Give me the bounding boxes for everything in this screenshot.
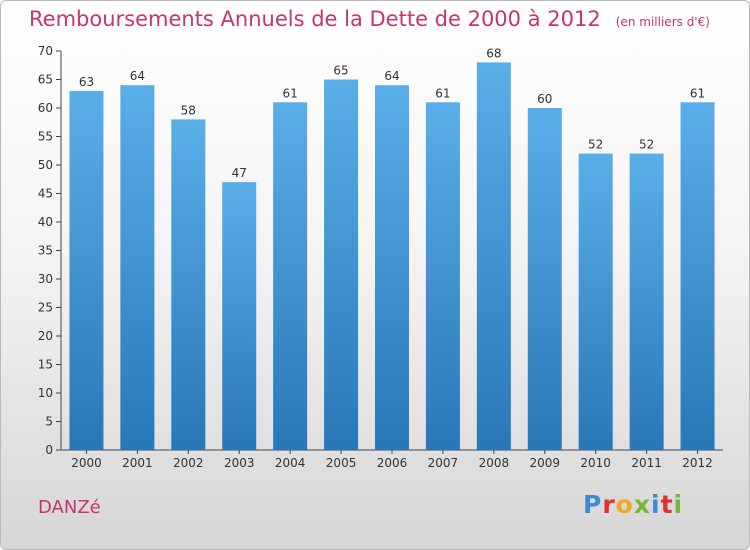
y-tick-label: 0 bbox=[45, 443, 53, 457]
y-tick-label: 70 bbox=[38, 44, 53, 58]
y-tick-label: 10 bbox=[38, 386, 53, 400]
bar-value-label: 58 bbox=[181, 103, 196, 117]
bar bbox=[578, 153, 613, 450]
bar bbox=[476, 62, 511, 451]
logo-letter: t bbox=[660, 490, 674, 519]
bar bbox=[324, 79, 359, 450]
bars bbox=[69, 62, 715, 451]
logo-letter: P bbox=[583, 490, 603, 519]
bar-value-label: 61 bbox=[435, 86, 450, 100]
y-tick-label: 20 bbox=[38, 329, 53, 343]
x-tick-label: 2004 bbox=[275, 456, 306, 470]
x-tick-label: 2003 bbox=[224, 456, 255, 470]
logo-letter: i bbox=[673, 490, 684, 519]
bar-value-label: 60 bbox=[537, 92, 552, 106]
axes: 0 5 10 15 20 25 30 35 40 45 50 55 60 65 70 2000 2001 2002… bbox=[38, 44, 723, 470]
unit-note: (en milliers d'€) bbox=[615, 15, 710, 29]
bar bbox=[527, 108, 562, 450]
logo-letter: i bbox=[651, 490, 661, 519]
bar-value-label: 63 bbox=[79, 75, 94, 89]
bar bbox=[69, 90, 104, 451]
proxiti-logo: Proxiti bbox=[583, 490, 683, 519]
y-tick-label: 30 bbox=[38, 272, 53, 286]
y-tick-label: 65 bbox=[38, 73, 53, 87]
x-tick-label: 2012 bbox=[682, 456, 713, 470]
bar bbox=[120, 85, 155, 450]
bar-value-label: 61 bbox=[690, 86, 705, 100]
logo-letter: o bbox=[615, 490, 634, 519]
x-tick-label: 2005 bbox=[326, 456, 357, 470]
bar-value-label: 52 bbox=[639, 138, 654, 152]
bar-value-label: 47 bbox=[232, 166, 247, 180]
x-tick-label: 2006 bbox=[377, 456, 408, 470]
x-tick-label: 2000 bbox=[71, 456, 102, 470]
bar bbox=[425, 102, 460, 451]
x-tick-label: 2010 bbox=[580, 456, 611, 470]
value-labels: 63 64 58 47 61 65 64 61 68 60 52 52 61 bbox=[79, 46, 705, 180]
x-tick-label: 2007 bbox=[428, 456, 459, 470]
bar bbox=[680, 102, 715, 451]
bar bbox=[629, 153, 664, 450]
y-tick-label: 50 bbox=[38, 158, 53, 172]
bar-value-label: 61 bbox=[283, 86, 298, 100]
x-tick-label: 2001 bbox=[122, 456, 153, 470]
bar-value-label: 65 bbox=[333, 64, 348, 78]
y-tick-label: 5 bbox=[45, 415, 53, 429]
bar-value-label: 64 bbox=[384, 69, 399, 83]
logo-letter: r bbox=[602, 490, 616, 519]
x-tick-label: 2009 bbox=[529, 456, 560, 470]
bar bbox=[273, 102, 308, 451]
x-tick-label: 2011 bbox=[631, 456, 662, 470]
bar bbox=[375, 85, 409, 450]
x-tick-label: 2002 bbox=[173, 456, 204, 470]
bar bbox=[222, 182, 257, 450]
bar-value-label: 52 bbox=[588, 138, 603, 152]
y-tick-label: 35 bbox=[38, 244, 53, 258]
y-tick-label: 40 bbox=[38, 215, 53, 229]
x-tick-label: 2008 bbox=[479, 456, 510, 470]
logo-letter: x bbox=[633, 490, 651, 519]
y-tick-label: 15 bbox=[38, 358, 53, 372]
bar-value-label: 68 bbox=[486, 46, 501, 60]
y-tick-label: 25 bbox=[38, 301, 53, 315]
bar bbox=[171, 119, 206, 451]
chart-title: Remboursements Annuels de la Dette de 20… bbox=[29, 7, 710, 31]
chart-title-text: Remboursements Annuels de la Dette de 20… bbox=[29, 7, 601, 31]
commune-name: DANZé bbox=[38, 497, 101, 518]
y-tick-label: 45 bbox=[38, 187, 53, 201]
y-tick-label: 60 bbox=[38, 101, 53, 115]
y-tick-label: 55 bbox=[38, 130, 53, 144]
bar-value-label: 64 bbox=[130, 69, 145, 83]
